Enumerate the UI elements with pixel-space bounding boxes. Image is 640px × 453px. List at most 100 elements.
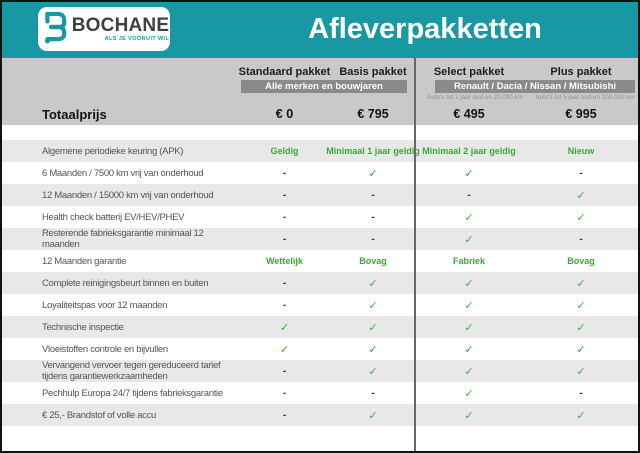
value-select: Fabriek bbox=[452, 256, 485, 266]
feature-label: 12 Maanden garantie bbox=[42, 255, 127, 267]
brand-tagline: ALS JE VOORUIT WIL bbox=[104, 36, 170, 42]
feature-row: Vloeistoffen controle en bijvullen ✓ ✓ ✓… bbox=[2, 338, 638, 360]
value-plus: Bovag bbox=[567, 256, 595, 266]
value-plus: Nieuw bbox=[567, 146, 595, 156]
value-select: ✓ bbox=[464, 233, 474, 246]
brand-name: BOCHANE bbox=[71, 15, 170, 36]
column-basis-pakket: Basis pakket bbox=[339, 65, 407, 78]
feature-row: Technische inspectie ✓ ✓ ✓ ✓ bbox=[2, 316, 638, 338]
value-standaard: - bbox=[282, 233, 287, 245]
feature-label: Technische inspectie bbox=[42, 321, 124, 333]
page-header: BOCHANE ALS JE VOORUIT WIL Afleverpakket… bbox=[2, 2, 638, 58]
value-plus: ✓ bbox=[576, 365, 586, 378]
feature-row: Loyaliteitspas voor 12 maanden - ✓ ✓ ✓ bbox=[2, 294, 638, 316]
value-select: ✓ bbox=[464, 387, 474, 400]
value-standaard: Wettelijk bbox=[266, 256, 303, 266]
note-select-pakket: Auto's tot 1 jaar oud en 20.000 km bbox=[427, 94, 523, 101]
totaalprijs-row: Totaalprijs € 0 € 795 € 495 € 995 bbox=[2, 103, 638, 125]
page-title: Afleverpakketten bbox=[308, 13, 542, 45]
value-plus: ✓ bbox=[576, 277, 586, 290]
feature-row: 12 Maanden garantie Wettelijk Bovag Fabr… bbox=[2, 250, 638, 272]
value-select: ✓ bbox=[464, 299, 474, 312]
feature-row: Algemene periodieke keuring (APK) Geldig… bbox=[2, 140, 638, 162]
price-select: € 495 bbox=[453, 107, 485, 121]
value-standaard: ✓ bbox=[279, 321, 290, 334]
value-plus: ✓ bbox=[576, 189, 586, 202]
feature-label: 12 Maanden / 15000 km vrij van onderhoud bbox=[42, 189, 214, 201]
value-plus: ✓ bbox=[576, 211, 586, 224]
feature-row: Pechhulp Europa 24/7 tijdens fabrieksgar… bbox=[2, 382, 638, 404]
column-standaard-pakket: Standaard pakket bbox=[238, 65, 331, 78]
value-plus: ✓ bbox=[576, 321, 586, 334]
feature-label: Vervangend vervoer tegen gereduceerd tar… bbox=[42, 360, 221, 382]
value-select: ✓ bbox=[464, 365, 474, 378]
price-plus: € 995 bbox=[565, 107, 597, 121]
bochane-logo-text: BOCHANE ALS JE VOORUIT WIL bbox=[72, 16, 169, 42]
value-standaard: Geldig bbox=[270, 146, 299, 156]
packages-header-band: Standaard pakket Basis pakket Select pak… bbox=[2, 58, 638, 125]
value-basis: ✓ bbox=[368, 299, 378, 312]
value-basis: - bbox=[371, 211, 375, 223]
feature-rows: Algemene periodieke keuring (APK) Geldig… bbox=[2, 125, 638, 426]
value-standaard: - bbox=[282, 189, 287, 201]
group-divider-line bbox=[414, 58, 416, 451]
value-basis: - bbox=[371, 233, 375, 245]
badge-alle-merken: Alle merken en bouwjaren bbox=[241, 80, 407, 93]
feature-label: € 25,- Brandstof of volle accu bbox=[42, 409, 157, 421]
price-standaard: € 0 bbox=[275, 107, 294, 121]
package-names-row: Standaard pakket Basis pakket Select pak… bbox=[2, 64, 638, 79]
value-basis: ✓ bbox=[368, 167, 378, 180]
feature-row: 6 Maanden / 7500 km vrij van onderhoud -… bbox=[2, 162, 638, 184]
value-select: - bbox=[467, 189, 471, 201]
value-basis: - bbox=[371, 189, 375, 201]
bochane-logo: BOCHANE ALS JE VOORUIT WIL bbox=[38, 7, 170, 51]
value-standaard: - bbox=[282, 299, 287, 311]
badge-merken-rechts: Renault / Dacia / Nissan / Mitsubishi bbox=[435, 80, 635, 93]
value-basis: Bovag bbox=[359, 256, 387, 266]
feature-label: Health check batterij EV/HEV/PHEV bbox=[42, 211, 185, 223]
value-basis: ✓ bbox=[368, 343, 378, 356]
value-select: ✓ bbox=[464, 343, 474, 356]
spacer-cell bbox=[2, 64, 237, 79]
feature-label: Loyaliteitspas voor 12 maanden bbox=[42, 299, 168, 311]
note-plus-pakket: Auto's tot 5 jaar oud en 100.000 km bbox=[535, 94, 635, 101]
feature-row: Complete reinigingsbeurt binnen en buite… bbox=[2, 272, 638, 294]
value-basis: - bbox=[371, 387, 375, 399]
feature-label: 6 Maanden / 7500 km vrij van onderhoud bbox=[42, 167, 204, 179]
totaalprijs-label: Totaalprijs bbox=[42, 106, 107, 122]
feature-label: Resterende fabrieksgarantie minimaal 12 … bbox=[42, 228, 204, 250]
value-basis: ✓ bbox=[368, 321, 378, 334]
value-select: ✓ bbox=[464, 321, 474, 334]
value-standaard: - bbox=[282, 387, 287, 399]
feature-row: Vervangend vervoer tegen gereduceerd tar… bbox=[2, 360, 638, 382]
value-select: ✓ bbox=[464, 167, 474, 180]
value-select: ✓ bbox=[464, 277, 474, 290]
column-plus-pakket: Plus pakket bbox=[550, 65, 612, 78]
feature-row: Health check batterij EV/HEV/PHEV - - ✓ … bbox=[2, 206, 638, 228]
value-select: ✓ bbox=[464, 211, 474, 224]
value-basis: Minimaal 1 jaar geldig bbox=[326, 146, 420, 156]
feature-label: Pechhulp Europa 24/7 tijdens fabrieksgar… bbox=[42, 387, 223, 399]
value-standaard: - bbox=[282, 277, 287, 289]
feature-row: € 25,- Brandstof of volle accu - ✓ ✓ ✓ bbox=[2, 404, 638, 426]
value-standaard: - bbox=[282, 365, 287, 377]
value-plus: ✓ bbox=[576, 409, 586, 422]
value-select: ✓ bbox=[464, 409, 474, 422]
value-basis: ✓ bbox=[368, 409, 378, 422]
column-select-pakket: Select pakket bbox=[433, 65, 505, 78]
feature-label: Complete reinigingsbeurt binnen en buite… bbox=[42, 277, 209, 289]
bochane-logo-icon bbox=[39, 10, 67, 49]
value-standaard: - bbox=[282, 211, 287, 223]
value-plus: - bbox=[579, 233, 583, 245]
badges-row: Alle merken en bouwjaren Renault / Dacia… bbox=[2, 79, 638, 94]
value-standaard: ✓ bbox=[279, 343, 290, 356]
feature-row: 12 Maanden / 15000 km vrij van onderhoud… bbox=[2, 184, 638, 206]
value-standaard: - bbox=[282, 167, 287, 179]
feature-label: Vloeistoffen controle en bijvullen bbox=[42, 343, 168, 355]
value-plus: - bbox=[579, 167, 583, 179]
notes-row: Auto's tot 1 jaar oud en 20.000 km Auto'… bbox=[2, 94, 638, 103]
value-basis: ✓ bbox=[368, 277, 378, 290]
value-standaard: - bbox=[282, 409, 287, 421]
value-plus: ✓ bbox=[576, 299, 586, 312]
